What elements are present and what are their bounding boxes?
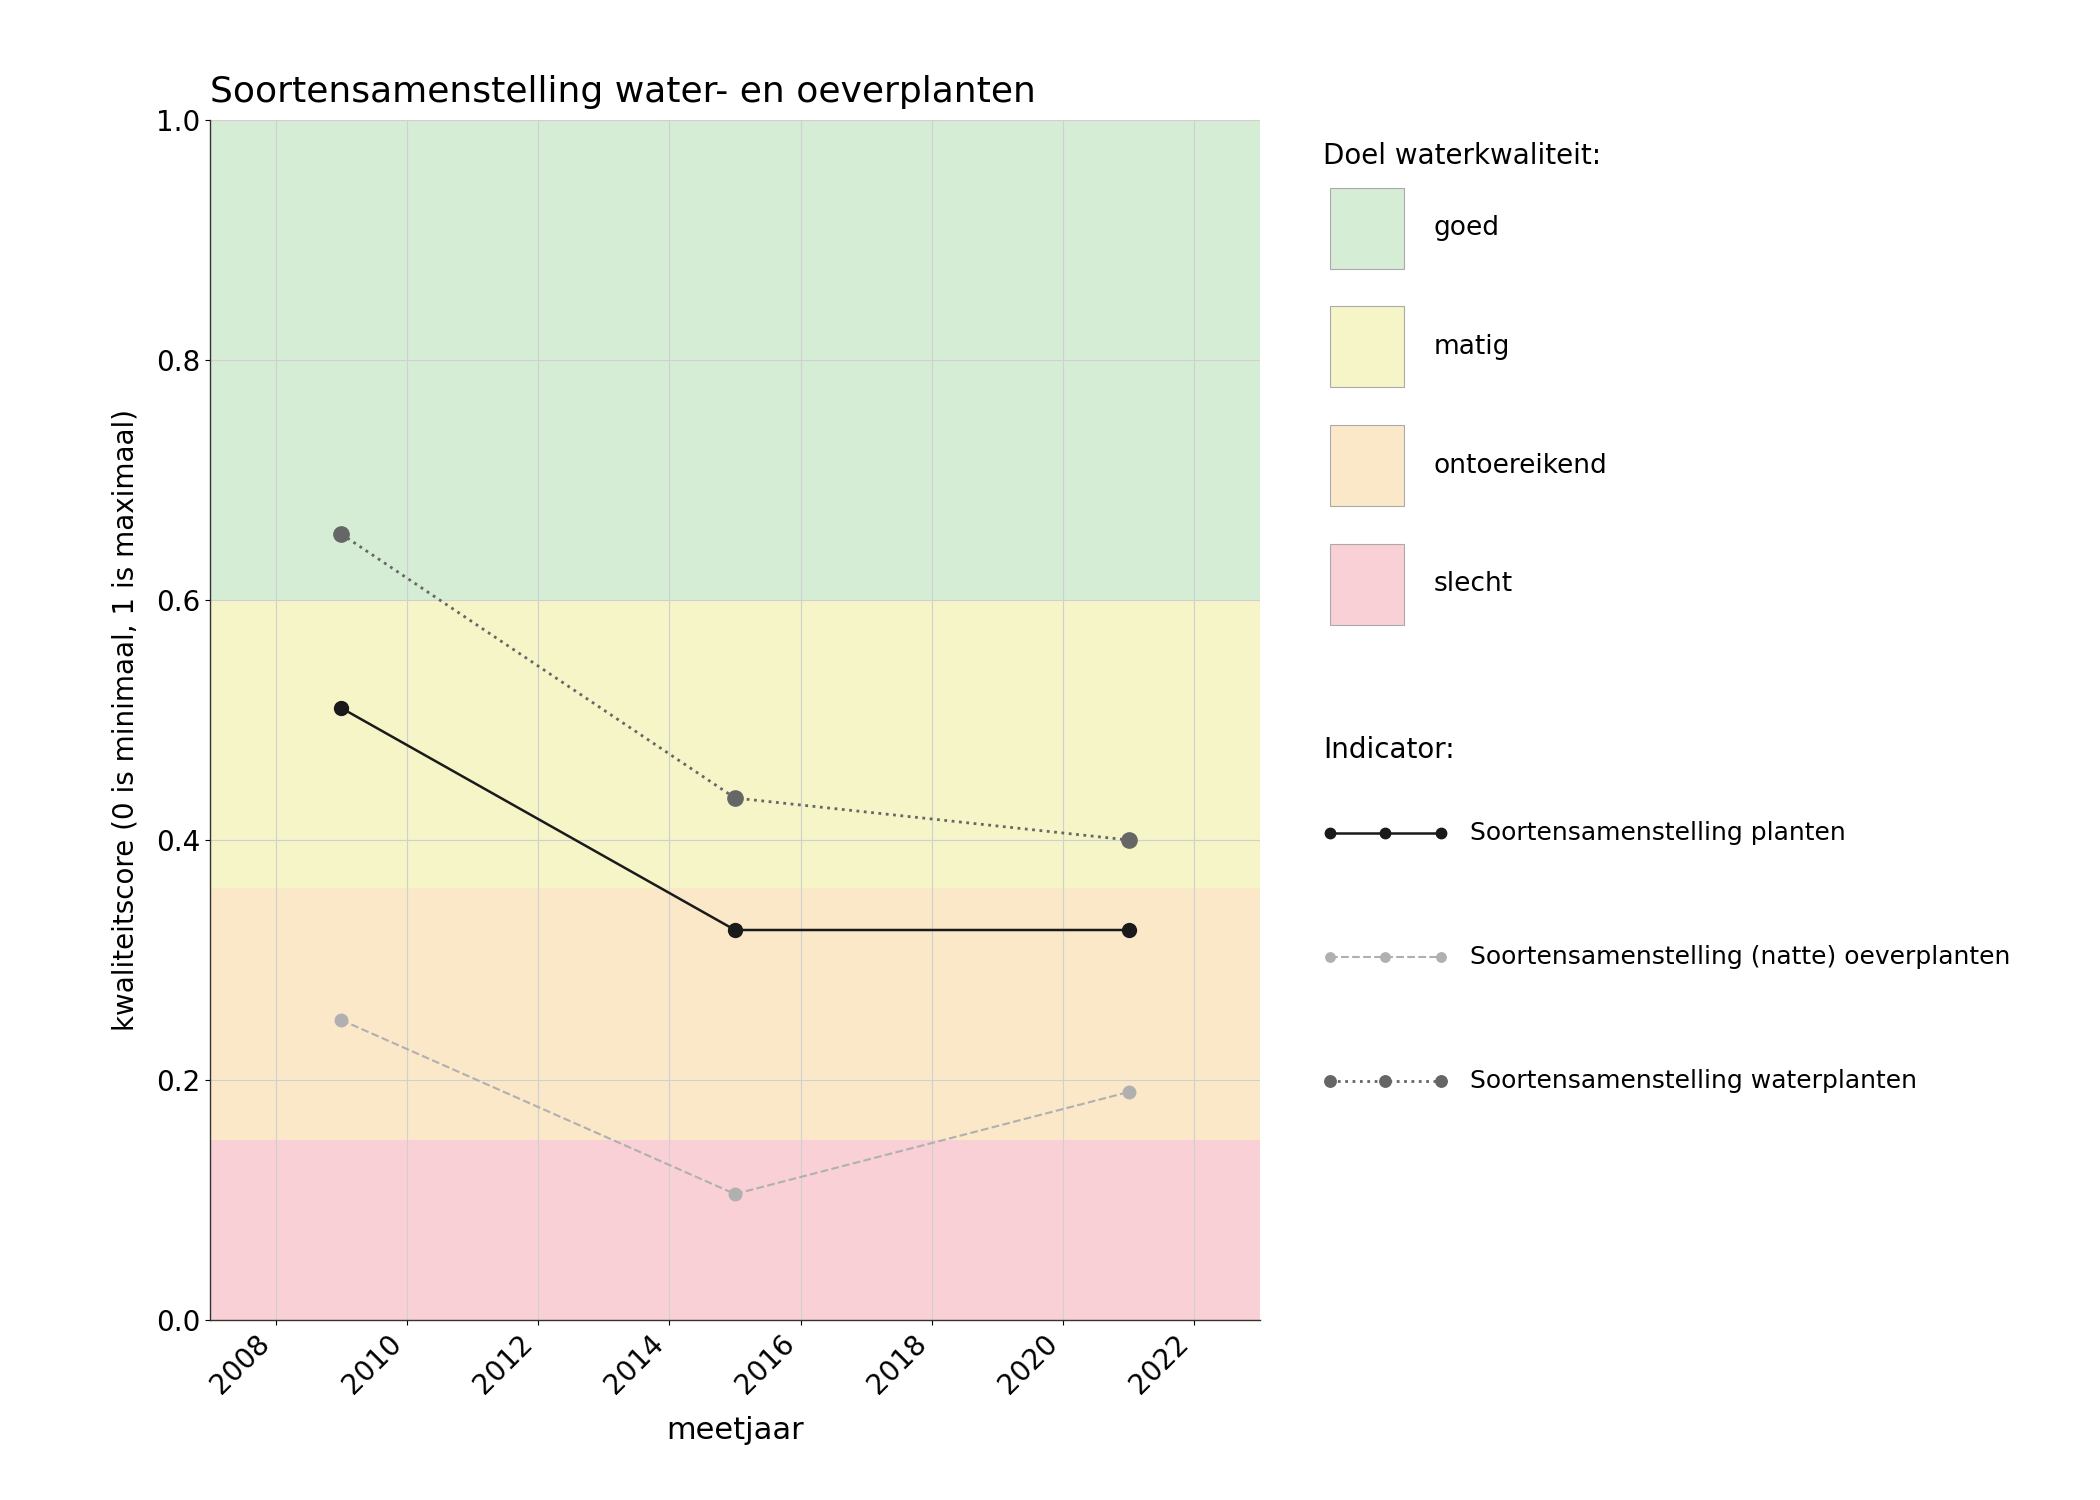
- Text: Doel waterkwaliteit:: Doel waterkwaliteit:: [1323, 141, 1600, 170]
- Bar: [210, 1140, 1260, 1320]
- Bar: [1331, 424, 1403, 506]
- Text: ontoereikend: ontoereikend: [1432, 453, 1606, 478]
- Bar: [1331, 306, 1403, 387]
- Text: matig: matig: [1432, 334, 1510, 360]
- Bar: [210, 600, 1260, 888]
- Text: Soortensamenstelling waterplanten: Soortensamenstelling waterplanten: [1470, 1070, 1917, 1094]
- Bar: [210, 120, 1260, 600]
- Bar: [1331, 544, 1403, 626]
- Text: Indicator:: Indicator:: [1323, 735, 1455, 764]
- Text: Soortensamenstelling water- en oeverplanten: Soortensamenstelling water- en oeverplan…: [210, 75, 1035, 109]
- Text: Soortensamenstelling planten: Soortensamenstelling planten: [1470, 821, 1846, 844]
- Text: slecht: slecht: [1432, 572, 1512, 597]
- X-axis label: meetjaar: meetjaar: [666, 1416, 804, 1444]
- Bar: [1331, 188, 1403, 268]
- Text: goed: goed: [1432, 214, 1499, 242]
- Y-axis label: kwaliteitscore (0 is minimaal, 1 is maximaal): kwaliteitscore (0 is minimaal, 1 is maxi…: [111, 410, 139, 1030]
- Bar: [210, 888, 1260, 1140]
- Text: Soortensamenstelling (natte) oeverplanten: Soortensamenstelling (natte) oeverplante…: [1470, 945, 2010, 969]
